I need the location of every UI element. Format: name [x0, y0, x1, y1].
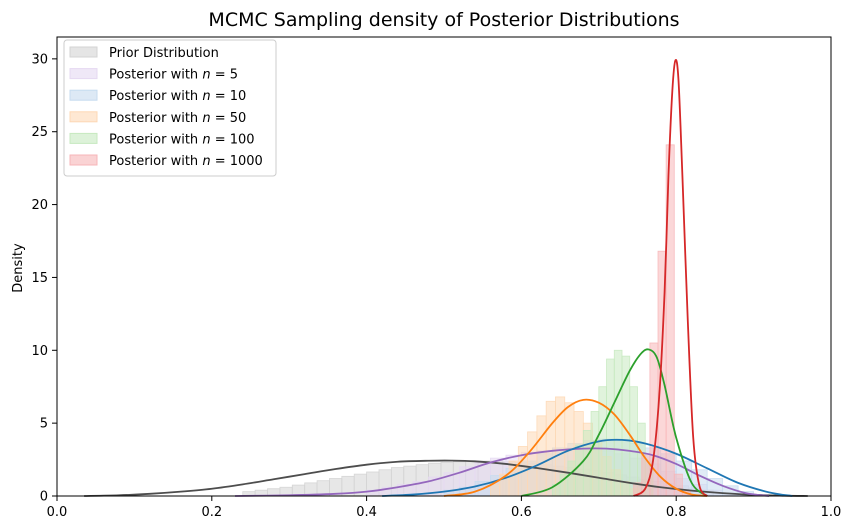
legend-swatch	[69, 132, 98, 144]
legend-swatch	[69, 68, 98, 80]
histogram-bar	[536, 415, 547, 497]
legend-box	[63, 39, 277, 177]
y-tick-label: 15	[31, 271, 48, 286]
legend-swatch	[69, 154, 98, 166]
x-tick-label: 0.4	[356, 505, 377, 520]
kde-line-series-1	[235, 447, 770, 497]
y-tick-label: 25	[31, 125, 48, 140]
histogram-bar	[545, 400, 556, 497]
histogram-bar	[490, 483, 501, 497]
x-tick-label: 0.8	[666, 505, 687, 520]
axes-frame	[56, 36, 832, 497]
legend-entry-label: Posterior with n = 1000	[109, 154, 263, 169]
x-tick-label: 0.2	[201, 505, 222, 520]
histogram-bar	[582, 430, 592, 497]
kde-line-series-3	[443, 398, 708, 497]
kde-line-series-2	[382, 438, 793, 497]
histogram-bar	[527, 431, 538, 497]
legend-entry-label: Posterior with n = 50	[109, 111, 246, 126]
legend-entry-label: Posterior with n = 100	[109, 132, 255, 147]
legend-entry-label: Prior Distribution	[109, 46, 219, 61]
histogram-bar	[673, 473, 683, 497]
y-tick-label: 10	[31, 344, 48, 359]
legend-entry-label: Posterior with n = 5	[109, 68, 238, 83]
y-tick-label: 20	[31, 198, 48, 213]
x-tick-label: 1.0	[821, 505, 842, 520]
y-tick-label: 5	[40, 417, 48, 432]
kde-line-series-0	[84, 459, 808, 497]
axes: 0.0 0.2 0.4 0.6 0.8 1.0 0 5 10 15 20 25 30	[31, 36, 842, 520]
y-tick-label: 0	[40, 490, 48, 505]
legend-swatch	[69, 46, 98, 58]
y-tick-label: 30	[31, 52, 48, 67]
histogram-bar	[567, 460, 576, 497]
kde-line-series-4	[521, 348, 708, 497]
kde-line-series-5	[633, 59, 708, 497]
x-tick-label: 0.0	[47, 505, 68, 520]
histogram-bar	[590, 411, 600, 497]
chart-title: MCMC Sampling density of Posterior Distr…	[208, 9, 679, 31]
legend-entry-label: Posterior with n = 10	[109, 89, 246, 104]
y-axis-label: Density	[11, 243, 26, 293]
histogram-bar	[575, 444, 584, 497]
legend: Prior Distribution Posterior with n = 5 Po…	[63, 39, 277, 177]
histogram-bar	[606, 358, 615, 497]
legend-swatch	[69, 111, 98, 123]
legend-swatch	[69, 89, 98, 101]
x-tick-label: 0.6	[511, 505, 532, 520]
